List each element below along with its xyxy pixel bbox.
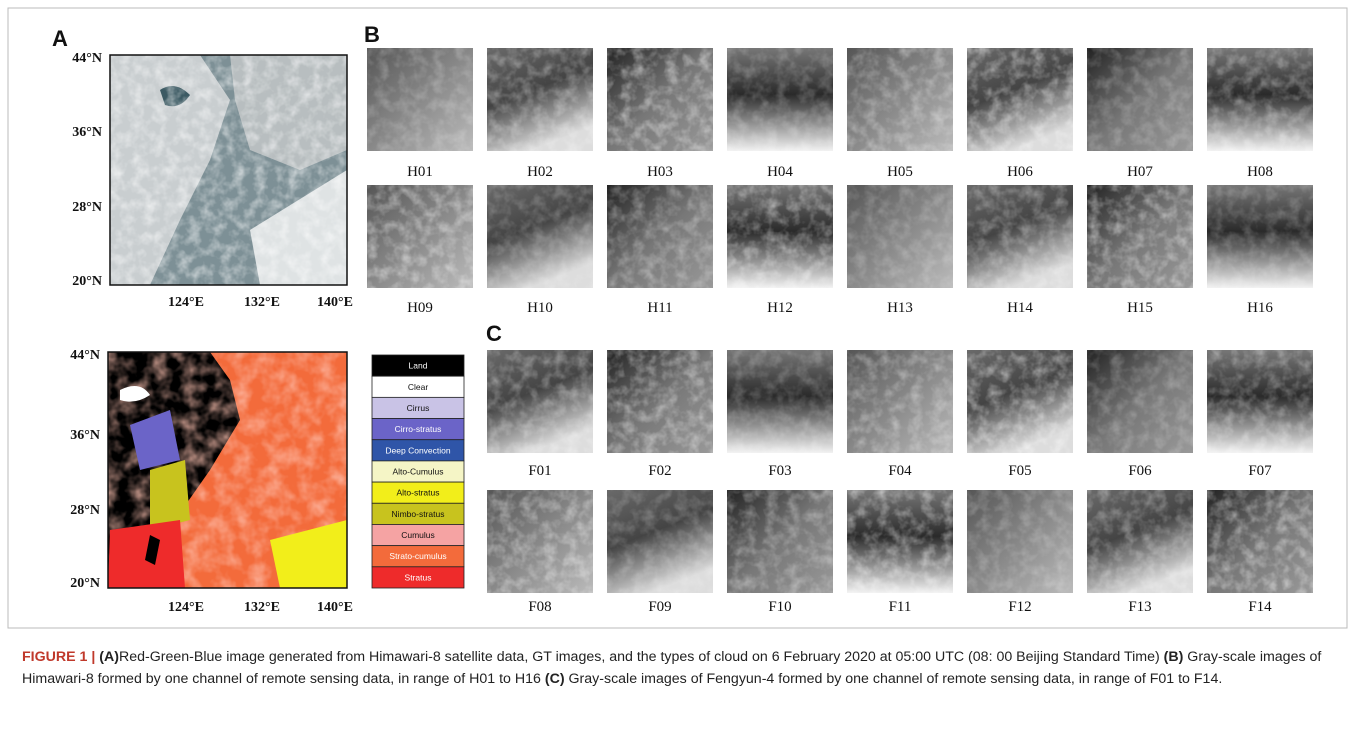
caption-panel-label: (C) — [545, 671, 565, 687]
caption-panel-label: (A) — [99, 649, 119, 665]
channel-texture — [1207, 48, 1313, 151]
legend-label: Clear — [408, 382, 428, 392]
tile-label: H16 — [1247, 300, 1273, 316]
lat-tick-label: 28°N — [70, 503, 100, 518]
channel-texture — [967, 490, 1073, 593]
cloud-type-map — [108, 352, 347, 588]
legend-label: Deep Convection — [385, 445, 450, 455]
caption-text: Gray-scale images of Fengyun-4 formed by… — [565, 671, 1223, 687]
legend-label: Nimbo-stratus — [392, 509, 445, 519]
page: { "panel_a": { "label": "A", "lat_ticks"… — [0, 0, 1355, 732]
panel-label: B — [364, 22, 380, 47]
lat-tick-label: 20°N — [70, 576, 100, 591]
tile-label: F03 — [768, 463, 791, 479]
channel-texture — [1207, 490, 1313, 593]
channel-texture — [1087, 185, 1193, 288]
lon-tick-label: 132°E — [244, 600, 280, 615]
lon-tick-label: 140°E — [317, 600, 353, 615]
legend-label: Cirro-stratus — [395, 424, 442, 434]
channel-texture — [727, 185, 833, 288]
panel-label: C — [486, 321, 502, 346]
tile-label: H14 — [1007, 300, 1033, 316]
channel-texture — [1207, 350, 1313, 453]
tile-label: F09 — [648, 599, 671, 615]
channel-texture — [367, 185, 473, 288]
caption-panel-label: (B) — [1164, 649, 1184, 665]
legend-label: Cirrus — [407, 403, 430, 413]
channel-texture — [487, 185, 593, 288]
legend-label: Alto-stratus — [397, 488, 440, 498]
channel-texture — [367, 48, 473, 151]
channel-texture — [487, 490, 593, 593]
legend-label: Alto-Cumulus — [392, 467, 443, 477]
channel-texture — [1087, 48, 1193, 151]
tile-label: F06 — [1128, 463, 1152, 479]
channel-texture — [847, 350, 953, 453]
tile-label: F07 — [1248, 463, 1272, 479]
channel-texture — [607, 48, 713, 151]
lat-tick-label: 36°N — [70, 428, 100, 443]
legend-label: Cumulus — [401, 530, 435, 540]
channel-texture — [607, 185, 713, 288]
figure-label: FIGURE 1 | — [22, 649, 95, 665]
figure: A 44°N 36°N 28°N 20°N 124°E 132°E 140°E 44°N 36°N… — [0, 0, 1355, 640]
tile-label: F11 — [889, 599, 912, 615]
channel-texture — [967, 48, 1073, 151]
channel-texture — [847, 490, 953, 593]
legend-label: Land — [409, 361, 428, 371]
tile-label: H07 — [1127, 164, 1153, 180]
tile-label: H02 — [527, 164, 553, 180]
tile-label: F13 — [1128, 599, 1151, 615]
channel-texture — [967, 185, 1073, 288]
channel-texture — [727, 490, 833, 593]
tile-label: F02 — [648, 463, 671, 479]
lat-tick-label: 36°N — [72, 125, 102, 140]
lon-tick-label: 132°E — [244, 295, 280, 310]
tile-label: F04 — [888, 463, 912, 479]
tile-label: H06 — [1007, 164, 1033, 180]
legend-label: Strato-cumulus — [389, 551, 446, 561]
channel-texture — [607, 490, 713, 593]
lat-tick-label: 44°N — [70, 348, 100, 363]
tile-label: H10 — [527, 300, 553, 316]
lon-tick-label: 124°E — [168, 295, 204, 310]
channel-texture — [847, 185, 953, 288]
lon-tick-label: 124°E — [168, 600, 204, 615]
tile-label: H12 — [767, 300, 793, 316]
caption-text: Red-Green-Blue image generated from Hima… — [119, 649, 1164, 665]
lat-tick-label: 44°N — [72, 51, 102, 66]
tile-label: F08 — [528, 599, 551, 615]
rgb-map — [110, 55, 347, 285]
channel-texture — [487, 350, 593, 453]
tile-label: F14 — [1248, 599, 1272, 615]
channel-texture — [847, 48, 953, 151]
channel-texture — [1087, 490, 1193, 593]
tile-label: H13 — [887, 300, 913, 316]
channel-texture — [967, 350, 1073, 453]
channel-texture — [487, 48, 593, 151]
tile-label: F10 — [768, 599, 791, 615]
lat-tick-label: 20°N — [72, 274, 102, 289]
caption: FIGURE 1 | (A)Red-Green-Blue image gener… — [22, 646, 1337, 690]
channel-texture — [607, 350, 713, 453]
tile-label: H15 — [1127, 300, 1153, 316]
panel-label: A — [52, 26, 68, 51]
tile-label: H05 — [887, 164, 913, 180]
lat-tick-label: 28°N — [72, 200, 102, 215]
tile-label: H04 — [767, 164, 793, 180]
channel-texture — [727, 350, 833, 453]
tile-label: F12 — [1008, 599, 1031, 615]
legend-label: Stratus — [405, 572, 432, 582]
lon-tick-label: 140°E — [317, 295, 353, 310]
tile-label: H01 — [407, 164, 433, 180]
tile-label: F05 — [1008, 463, 1031, 479]
tile-label: H11 — [647, 300, 672, 316]
tile-label: H08 — [1247, 164, 1273, 180]
channel-texture — [1087, 350, 1193, 453]
tile-label: H03 — [647, 164, 673, 180]
tile-label: F01 — [528, 463, 551, 479]
tile-label: H09 — [407, 300, 433, 316]
channel-texture — [727, 48, 833, 151]
channel-texture — [1207, 185, 1313, 288]
